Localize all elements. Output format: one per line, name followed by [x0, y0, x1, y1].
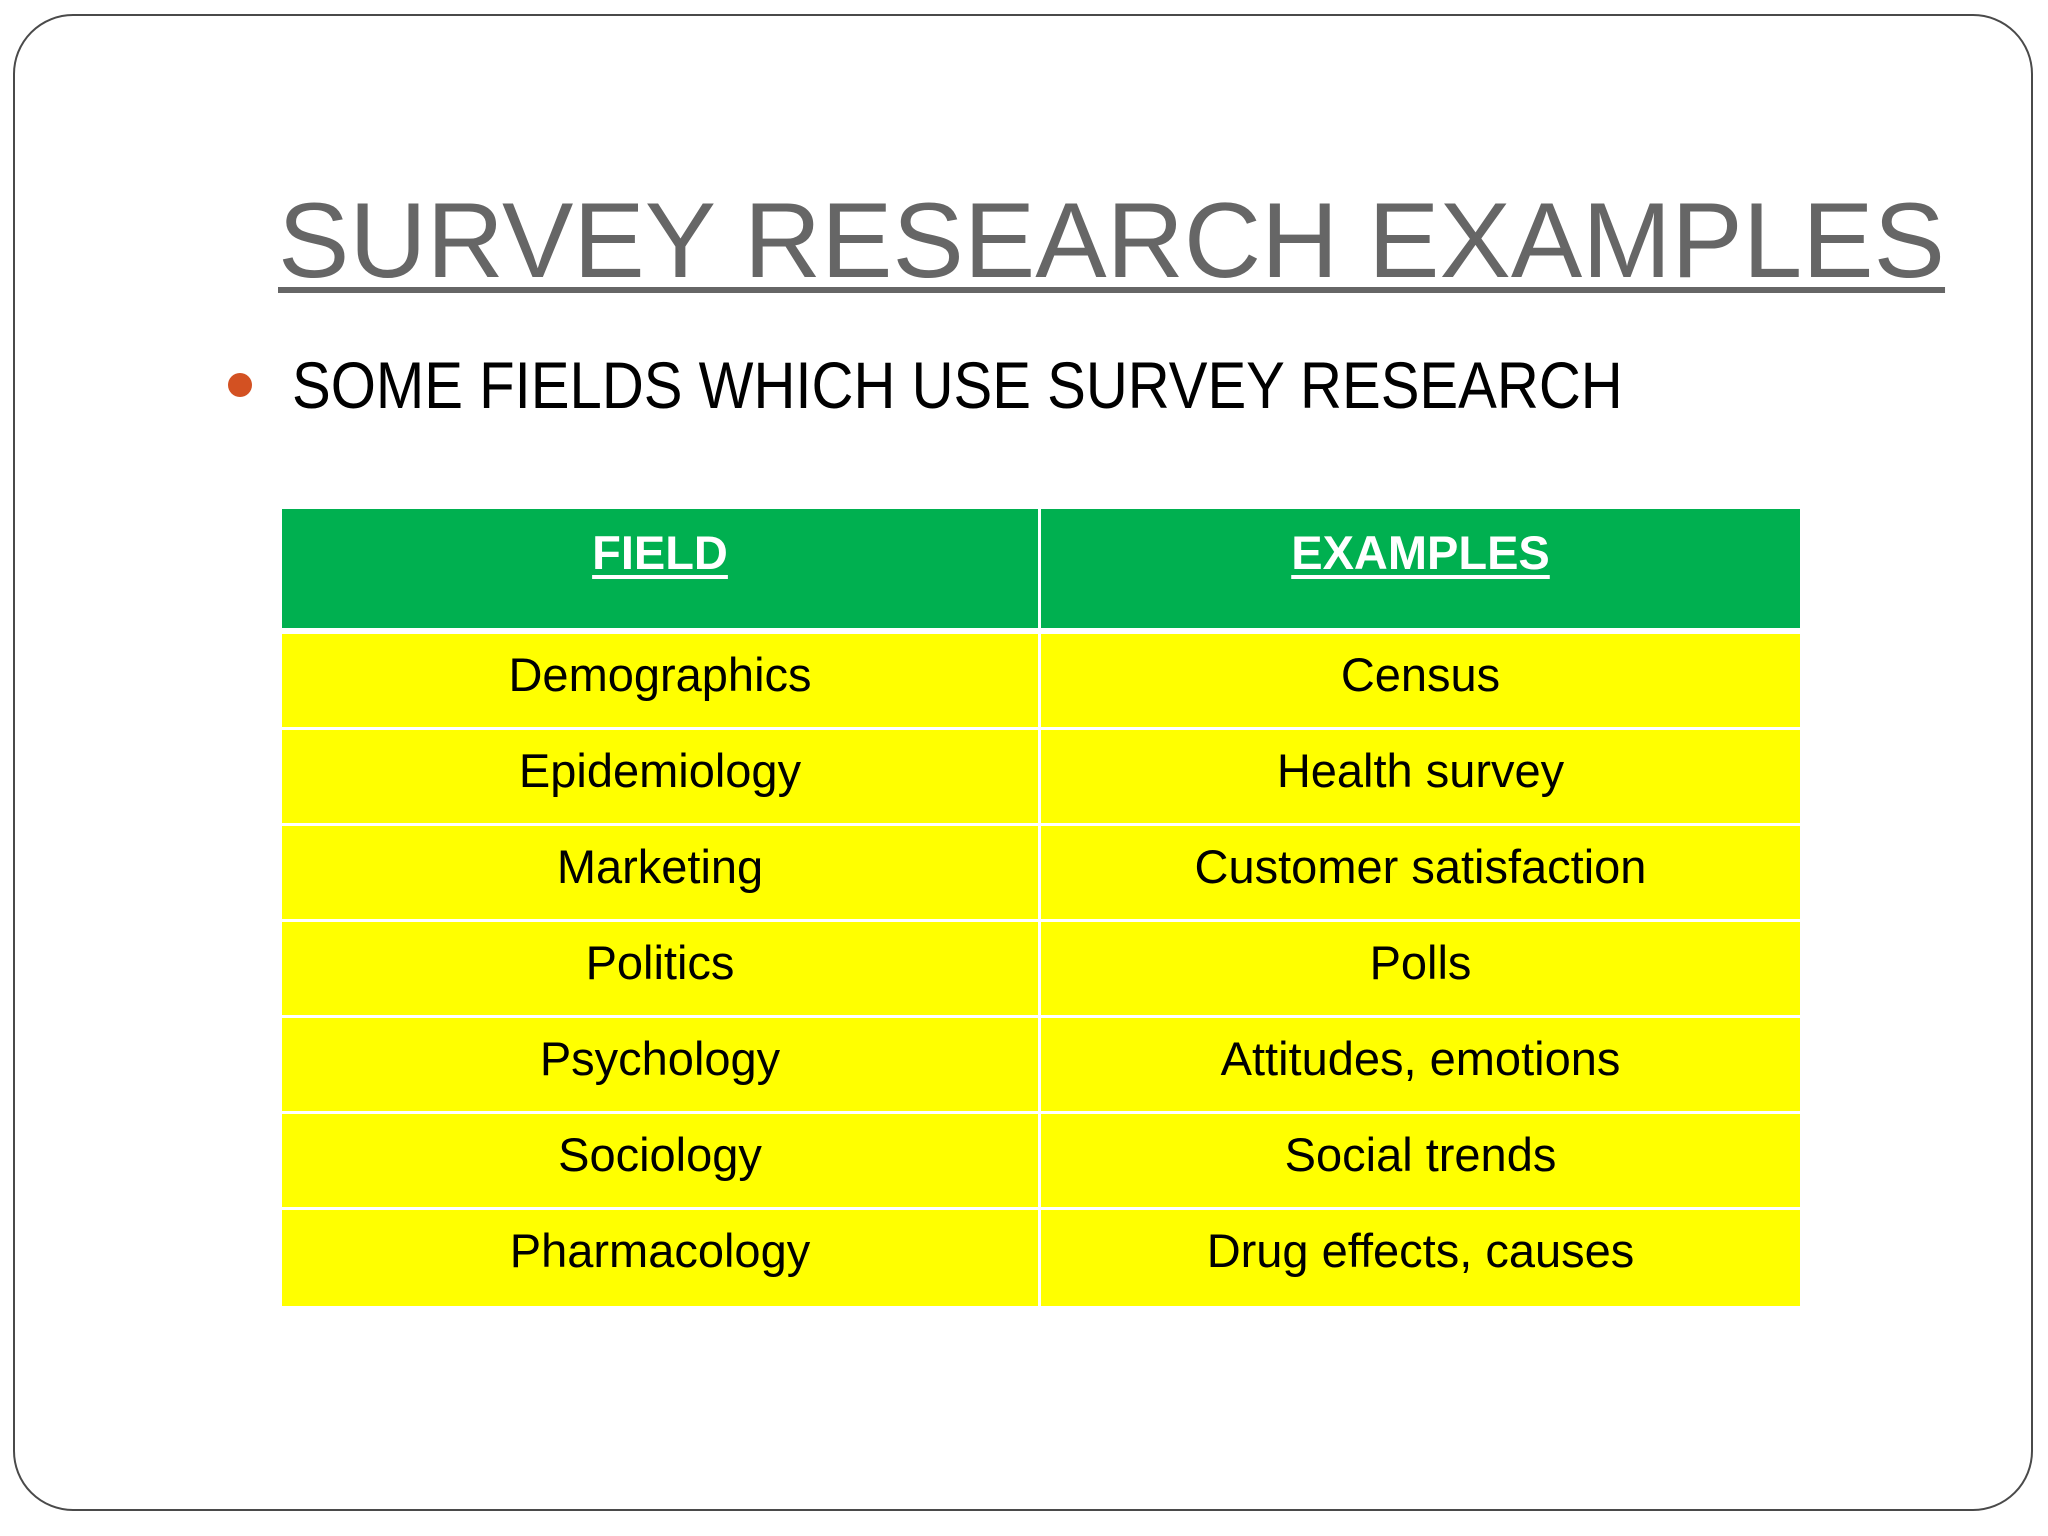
table-row: Pharmacology Drug effects, causes	[282, 1210, 1800, 1306]
header-field: FIELD	[282, 509, 1041, 634]
fields-table: FIELD EXAMPLES Demographics Census Epide…	[282, 509, 1800, 1306]
table-row: Psychology Attitudes, emotions	[282, 1018, 1800, 1114]
example-cell: Attitudes, emotions	[1041, 1018, 1800, 1114]
field-cell: Sociology	[282, 1114, 1041, 1210]
table-header-row: FIELD EXAMPLES	[282, 509, 1800, 634]
bullet-point: SOME FIELDS WHICH USE SURVEY RESEARCH	[228, 345, 1804, 425]
table-row: Sociology Social trends	[282, 1114, 1800, 1210]
example-cell: Census	[1041, 634, 1800, 730]
header-examples-label: EXAMPLES	[1291, 526, 1550, 579]
table-row: Demographics Census	[282, 634, 1800, 730]
example-cell: Customer satisfaction	[1041, 826, 1800, 922]
example-cell: Social trends	[1041, 1114, 1800, 1210]
bullet-dot-icon	[228, 373, 252, 397]
field-cell: Epidemiology	[282, 730, 1041, 826]
example-cell: Drug effects, causes	[1041, 1210, 1800, 1306]
example-cell: Polls	[1041, 922, 1800, 1018]
example-cell: Health survey	[1041, 730, 1800, 826]
field-cell: Psychology	[282, 1018, 1041, 1114]
table-row: Marketing Customer satisfaction	[282, 826, 1800, 922]
field-cell: Demographics	[282, 634, 1041, 730]
header-field-label: FIELD	[592, 526, 728, 579]
field-cell: Marketing	[282, 826, 1041, 922]
slide-title: SURVEY RESEARCH EXAMPLES	[278, 180, 1946, 300]
bullet-text: SOME FIELDS WHICH USE SURVEY RESEARCH	[292, 348, 1623, 422]
field-cell: Politics	[282, 922, 1041, 1018]
header-examples: EXAMPLES	[1041, 509, 1800, 634]
field-cell: Pharmacology	[282, 1210, 1041, 1306]
table-row: Politics Polls	[282, 922, 1800, 1018]
fields-table-container: FIELD EXAMPLES Demographics Census Epide…	[282, 509, 1800, 1306]
table-row: Epidemiology Health survey	[282, 730, 1800, 826]
